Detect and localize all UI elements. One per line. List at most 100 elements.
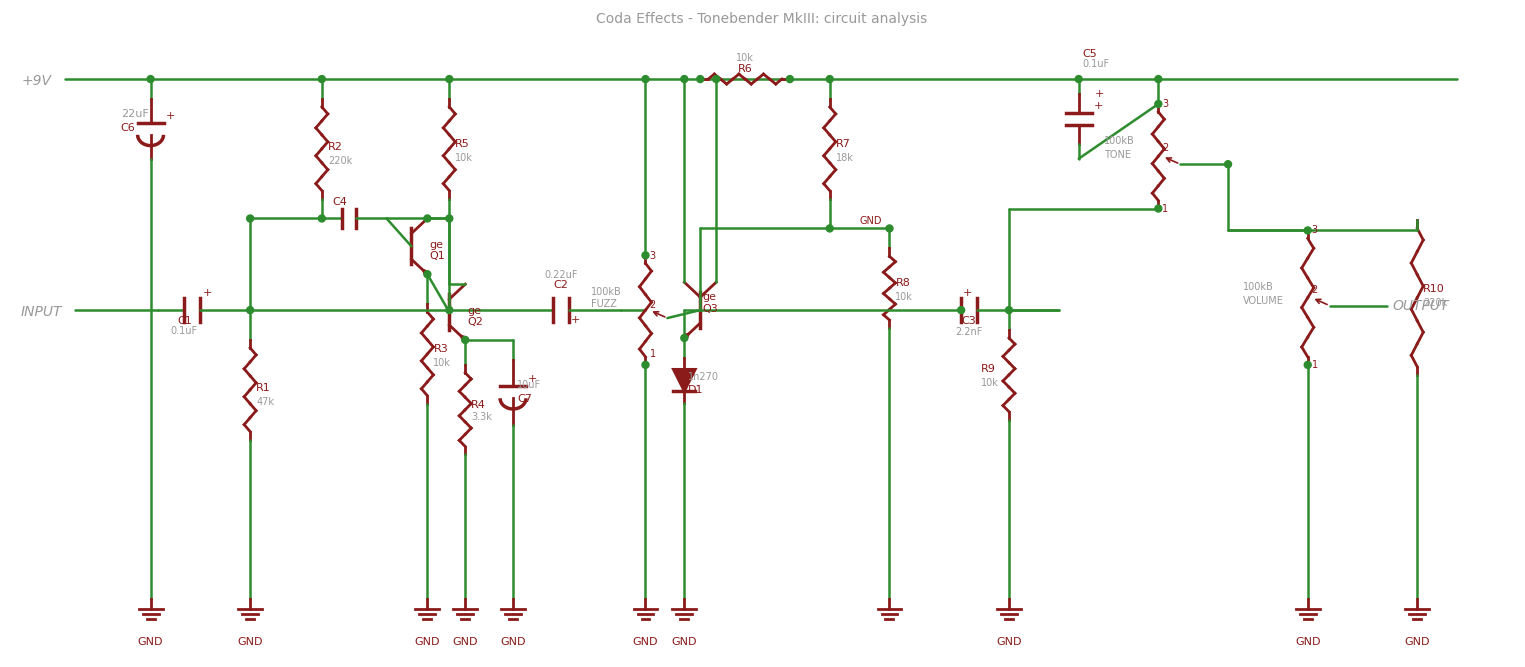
Text: GND: GND <box>996 637 1022 647</box>
Text: 100kB: 100kB <box>1104 136 1135 146</box>
Text: Q1: Q1 <box>430 251 445 261</box>
Text: 3: 3 <box>650 251 656 261</box>
Text: C4: C4 <box>332 197 348 207</box>
Circle shape <box>787 75 793 83</box>
Text: R4: R4 <box>471 400 486 410</box>
Text: C5: C5 <box>1083 49 1098 59</box>
Text: GND: GND <box>500 637 526 647</box>
Text: C1: C1 <box>177 316 192 326</box>
Text: GND: GND <box>633 637 659 647</box>
Text: 2.2nF: 2.2nF <box>956 327 982 337</box>
Text: 10uF: 10uF <box>517 380 541 390</box>
Circle shape <box>1304 227 1312 234</box>
Text: 10k: 10k <box>981 378 999 388</box>
Text: 18k: 18k <box>836 153 854 163</box>
Text: C6: C6 <box>120 123 136 133</box>
Text: +: + <box>1093 101 1103 111</box>
Text: R7: R7 <box>836 139 851 149</box>
Circle shape <box>712 75 720 83</box>
Text: C2: C2 <box>554 280 569 290</box>
Circle shape <box>642 362 650 368</box>
Circle shape <box>1225 161 1232 167</box>
Text: GND: GND <box>1295 637 1321 647</box>
Text: 47k: 47k <box>256 397 274 407</box>
Circle shape <box>1154 205 1162 212</box>
Text: 3.3k: 3.3k <box>471 412 493 422</box>
Text: 0.22uF: 0.22uF <box>544 270 578 280</box>
Text: GND: GND <box>671 637 697 647</box>
Text: 3: 3 <box>1162 99 1168 109</box>
Text: 0.1uF: 0.1uF <box>1083 59 1110 69</box>
Circle shape <box>424 271 432 277</box>
Text: 220k: 220k <box>328 155 352 165</box>
Circle shape <box>146 75 154 83</box>
Text: 1: 1 <box>1312 360 1318 370</box>
Circle shape <box>1154 75 1162 83</box>
Text: D1: D1 <box>688 385 705 395</box>
Text: 10k: 10k <box>433 358 451 368</box>
Text: R3: R3 <box>433 344 448 354</box>
Text: ge: ge <box>430 240 444 250</box>
Text: R9: R9 <box>981 364 996 374</box>
Text: 1: 1 <box>1162 203 1168 213</box>
Text: GND: GND <box>453 637 477 647</box>
Circle shape <box>319 215 325 222</box>
Text: 1: 1 <box>650 349 656 359</box>
Circle shape <box>247 307 253 313</box>
Circle shape <box>958 307 965 313</box>
Circle shape <box>319 75 325 83</box>
Text: R2: R2 <box>328 142 343 152</box>
Text: R5: R5 <box>456 139 470 149</box>
Text: +: + <box>570 315 580 325</box>
Circle shape <box>445 307 453 313</box>
Text: 2: 2 <box>1312 285 1318 295</box>
Text: +9V: +9V <box>21 74 52 88</box>
Text: 100kB: 100kB <box>590 287 622 297</box>
Text: ge: ge <box>702 292 717 302</box>
Text: GND: GND <box>415 637 441 647</box>
Circle shape <box>445 215 453 222</box>
Text: R1: R1 <box>256 383 271 393</box>
Text: 220k: 220k <box>1423 297 1447 307</box>
Text: 10k: 10k <box>737 53 753 63</box>
Text: OUTPUT: OUTPUT <box>1392 299 1449 313</box>
Circle shape <box>680 334 688 342</box>
Circle shape <box>247 215 253 222</box>
Text: TONE: TONE <box>1104 149 1130 159</box>
Text: ge: ge <box>467 306 482 316</box>
Text: GND: GND <box>137 637 163 647</box>
Text: +: + <box>203 288 212 298</box>
Text: GND: GND <box>238 637 262 647</box>
Text: +: + <box>166 111 175 121</box>
Text: 22uF: 22uF <box>120 109 148 119</box>
Text: GND: GND <box>860 217 881 227</box>
Text: R6: R6 <box>738 64 752 74</box>
Circle shape <box>424 215 432 222</box>
Polygon shape <box>674 370 695 392</box>
Circle shape <box>642 252 650 259</box>
Text: 2: 2 <box>650 300 656 310</box>
Circle shape <box>680 75 688 83</box>
Text: 10k: 10k <box>456 153 473 163</box>
Text: INPUT: INPUT <box>21 305 63 319</box>
Circle shape <box>462 336 468 344</box>
Text: 2: 2 <box>1162 143 1168 153</box>
Text: 10k: 10k <box>895 292 913 302</box>
Text: +: + <box>1095 89 1104 99</box>
Circle shape <box>1075 75 1083 83</box>
Text: 100kB: 100kB <box>1243 281 1273 291</box>
Text: C3: C3 <box>962 316 976 326</box>
Text: Q3: Q3 <box>702 304 718 314</box>
Text: +: + <box>528 374 537 384</box>
Text: 3: 3 <box>1312 225 1318 235</box>
Circle shape <box>697 75 703 83</box>
Text: R10: R10 <box>1423 283 1446 293</box>
Text: Q2: Q2 <box>467 317 483 327</box>
Text: C7: C7 <box>517 394 532 404</box>
Text: R8: R8 <box>895 278 910 288</box>
Text: Coda Effects - Tonebender MkIII: circuit analysis: Coda Effects - Tonebender MkIII: circuit… <box>596 12 927 26</box>
Text: 0.1uF: 0.1uF <box>171 326 198 336</box>
Circle shape <box>827 75 833 83</box>
Circle shape <box>1154 101 1162 107</box>
Text: GND: GND <box>1405 637 1430 647</box>
